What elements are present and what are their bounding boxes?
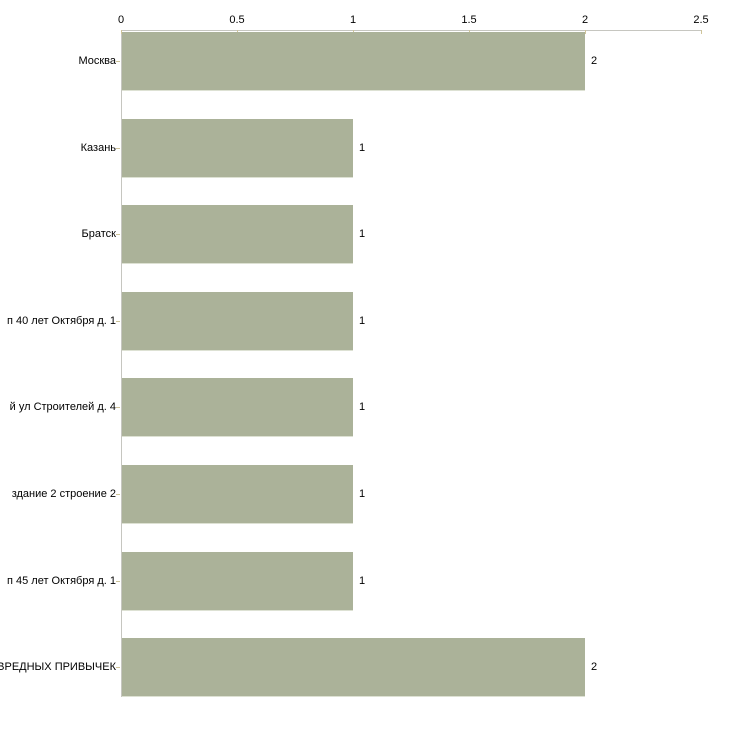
- category-tick-mark: [116, 581, 120, 582]
- bar: [122, 205, 353, 264]
- x-axis-tick-label: 1.5: [461, 14, 477, 26]
- category-label: Братск: [81, 228, 116, 240]
- value-label: 1: [359, 228, 366, 240]
- category-tick-mark: [116, 148, 120, 149]
- value-label: 1: [359, 401, 366, 413]
- x-axis-tick-label: 2.5: [693, 14, 709, 26]
- value-label: 1: [359, 142, 366, 154]
- category-label: п 45 лет Октября д. 1: [6, 575, 116, 587]
- category-tick-mark: [116, 61, 120, 62]
- x-axis-tick-mark: [585, 30, 586, 34]
- value-label: 2: [591, 661, 598, 673]
- bar: [122, 465, 353, 524]
- bar: [122, 378, 353, 437]
- category-label: здание 2 строение 2: [11, 488, 116, 500]
- x-axis-tick-label: 0: [117, 14, 125, 26]
- category-label: ВРЕДНЫХ ПРИВЫЧЕК: [0, 661, 116, 673]
- category-label: Казань: [80, 142, 116, 154]
- category-tick-mark: [116, 667, 120, 668]
- value-label: 1: [359, 575, 366, 587]
- category-label: п 40 лет Октября д. 1: [6, 315, 116, 327]
- x-axis-tick-mark: [701, 30, 702, 34]
- bar: [122, 32, 585, 91]
- bar: [122, 552, 353, 611]
- category-tick-mark: [116, 321, 120, 322]
- category-tick-mark: [116, 494, 120, 495]
- x-axis-line: [121, 30, 701, 31]
- bar: [122, 292, 353, 351]
- bar: [122, 119, 353, 178]
- category-tick-mark: [116, 407, 120, 408]
- x-axis-tick-label: 0.5: [229, 14, 245, 26]
- x-axis-tick-label: 2: [581, 14, 589, 26]
- x-axis-tick-mark: [121, 30, 122, 34]
- category-label: й ул Строителей д. 4: [9, 401, 116, 413]
- category-label: Москва: [78, 55, 116, 67]
- value-label: 1: [359, 488, 366, 500]
- value-label: 2: [591, 55, 598, 67]
- category-tick-mark: [116, 234, 120, 235]
- bar: [122, 638, 585, 697]
- value-label: 1: [359, 315, 366, 327]
- x-axis-tick-label: 1: [349, 14, 357, 26]
- y-axis-line: [121, 30, 122, 697]
